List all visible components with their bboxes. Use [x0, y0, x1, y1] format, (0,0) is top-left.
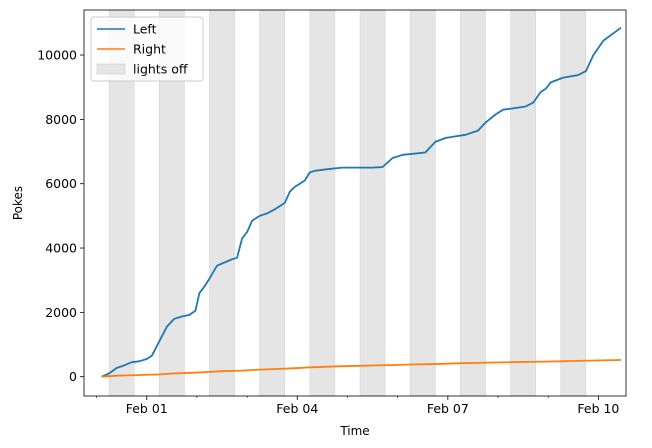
x-tick-label-0: Feb 01 [126, 401, 168, 416]
series-left-line [101, 26, 622, 378]
y-tick-label-0: 0 [69, 369, 77, 384]
lights-off-band-8 [510, 9, 536, 397]
legend-lights-off-label: lights off [133, 62, 188, 77]
legend: Left Right lights off [90, 16, 204, 82]
y-axis-ticks: 0 2000 4000 6000 8000 10000 [37, 48, 84, 384]
series-right-line [101, 359, 622, 378]
y-tick-label-4: 8000 [45, 112, 77, 127]
lights-off-band-4 [309, 9, 336, 397]
x-tick-label-2: Feb 07 [427, 401, 469, 416]
lights-off-band-3 [259, 9, 285, 397]
legend-left-label: Left [133, 22, 157, 37]
legend-right-label: Right [133, 42, 166, 57]
x-axis-ticks: Feb 01 Feb 04 Feb 07 Feb 10 [96, 396, 619, 416]
x-axis-label: Time [339, 424, 369, 438]
lights-off-band-5 [359, 9, 386, 397]
lights-off-band-6 [409, 9, 436, 397]
x-tick-label-3: Feb 10 [577, 401, 619, 416]
y-tick-label-3: 6000 [45, 176, 77, 191]
lights-off-band-9 [560, 9, 587, 397]
x-tick-label-1: Feb 04 [276, 401, 318, 416]
series-lines [101, 26, 622, 378]
legend-lights-off-swatch [96, 63, 126, 75]
y-tick-label-1: 2000 [45, 305, 77, 320]
lights-off-band-7 [460, 9, 486, 397]
lights-off-band-2 [209, 9, 235, 397]
plot-frame [83, 9, 627, 397]
y-tick-label-2: 4000 [45, 241, 77, 256]
y-tick-label-5: 10000 [37, 48, 77, 63]
y-axis-label: Pokes [11, 186, 25, 220]
